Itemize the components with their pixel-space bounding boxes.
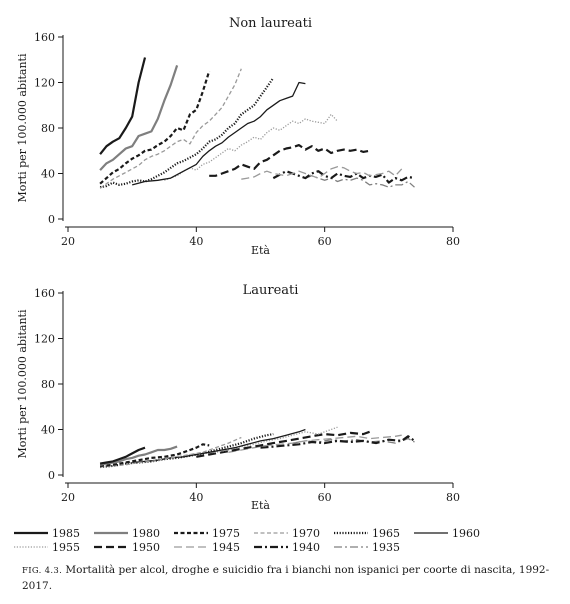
figure-caption: FIG. 4.3. Mortalità per alcol, droghe e …	[22, 563, 562, 594]
series-line-1940	[272, 170, 415, 184]
series-line-1970	[99, 68, 242, 189]
series-line-1965	[99, 77, 275, 189]
y-tick-label: 80	[41, 122, 55, 135]
y-tick-label: 160	[34, 31, 55, 44]
x-axis-label: Età	[251, 499, 270, 512]
panel-non-laureati: Non laureati 0 40 80 120 160 20 40 60 80 Età Morti …	[16, 16, 460, 257]
y-tick-label: 120	[34, 77, 55, 90]
legend-label: 1940	[292, 541, 320, 554]
legend-label: 1955	[52, 541, 80, 554]
legend-item-1985: 1985	[14, 527, 80, 540]
y-tick-label: 80	[41, 378, 55, 391]
x-tick-label: 60	[318, 235, 332, 248]
series-line-1980	[99, 65, 179, 171]
x-tick-label: 20	[61, 235, 75, 248]
series-line-1975	[100, 443, 210, 467]
legend-label: 1960	[452, 527, 480, 540]
series-line-1950	[196, 430, 370, 458]
caption-text: Mortalità per alcol, droghe e suicidio f…	[22, 564, 550, 592]
y-axis-label: Morti per 100.000 abitanti	[16, 309, 29, 458]
series-line-1940	[260, 435, 416, 449]
legend-label: 1950	[132, 541, 160, 554]
legend-label: 1935	[372, 541, 400, 554]
legend-label: 1985	[52, 527, 80, 540]
y-tick-label: 40	[41, 424, 55, 437]
x-tick-label: 20	[61, 491, 75, 504]
y-tick-label: 0	[48, 213, 55, 226]
legend-item-1940: 1940	[254, 541, 320, 554]
series-line-1960	[132, 81, 306, 186]
legend-label: 1970	[292, 527, 320, 540]
series-line-1970	[100, 436, 242, 468]
y-tick-label: 0	[48, 469, 55, 482]
legend-item-1935: 1935	[334, 541, 400, 554]
legend-item-1970: 1970	[254, 527, 320, 540]
series-line-1945	[228, 434, 402, 453]
series-line-1935	[305, 175, 415, 188]
series-line-1955	[164, 113, 338, 181]
panel-title: Non laureati	[229, 16, 312, 31]
x-tick-label: 60	[318, 491, 332, 504]
x-axis-label: Età	[251, 244, 270, 257]
series-line-1985	[99, 57, 147, 155]
series-line-1945	[241, 166, 403, 180]
y-tick-label: 40	[41, 168, 55, 181]
x-tick-label: 40	[189, 235, 203, 248]
legend-item-1980: 1980	[94, 527, 160, 540]
series-line-1985	[99, 446, 146, 465]
legend-label: 1980	[132, 527, 160, 540]
x-tick-label: 80	[446, 491, 460, 504]
legend-label: 1975	[212, 527, 240, 540]
panel-title: Laureati	[243, 283, 299, 298]
y-tick-label: 160	[34, 287, 55, 300]
caption-number: FIG. 4.3.	[22, 566, 63, 576]
x-tick-label: 80	[446, 235, 460, 248]
series-line-1965	[100, 433, 274, 469]
y-axis-label: Morti per 100.000 abitanti	[16, 53, 29, 202]
x-tick-label: 40	[189, 491, 203, 504]
series-line-1950	[209, 144, 370, 177]
legend-item-1950: 1950	[94, 541, 160, 554]
series-line-1975	[99, 70, 211, 185]
legend-item-1975: 1975	[174, 527, 240, 540]
legend-label: 1945	[212, 541, 240, 554]
legend: 1985 1980 1975 1970 1965 1960 1955 1950 1945 1940…	[14, 527, 480, 554]
legend-item-1945: 1945	[174, 541, 240, 554]
legend-item-1965: 1965	[334, 527, 400, 540]
legend-item-1960: 1960	[414, 527, 480, 540]
legend-label: 1965	[372, 527, 400, 540]
legend-item-1955: 1955	[14, 541, 80, 554]
panel-laureati: Laureati 0 40 80 120 160 20 40 60 80 Età Morti per …	[16, 283, 460, 512]
y-tick-label: 120	[34, 333, 55, 346]
